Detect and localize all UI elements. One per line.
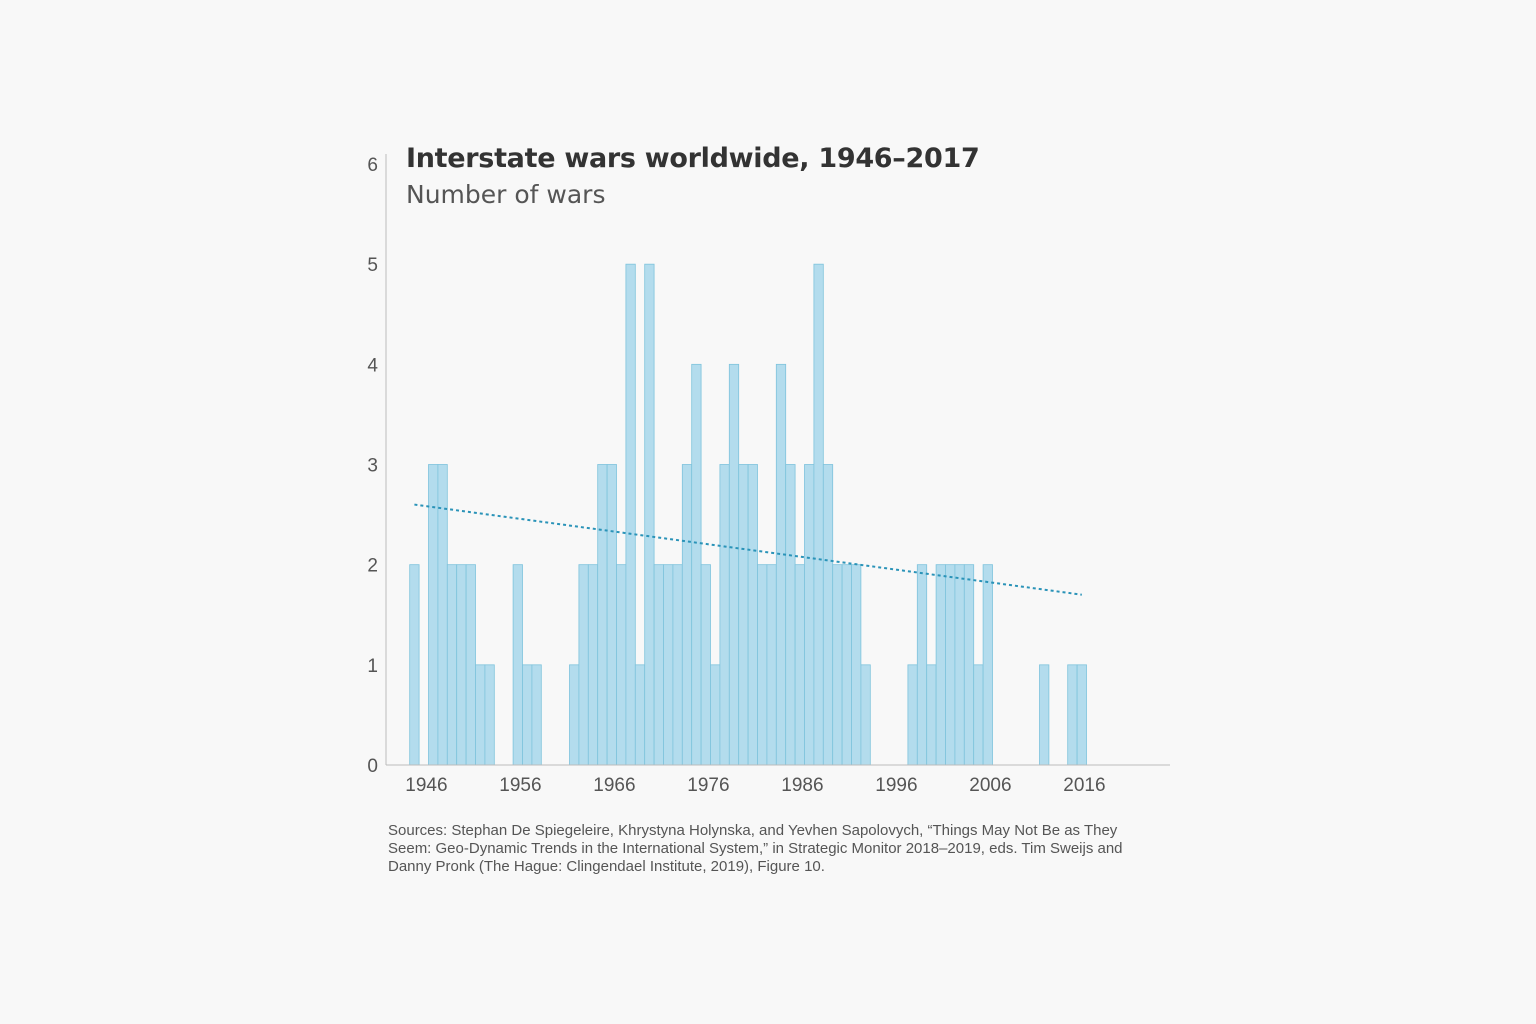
y-tick-label: 3 [367, 456, 378, 477]
axis-layer: 0 1 2 3 4 5 6 1946 1956 1966 1976 1986 1996 2006 2016 [367, 154, 1170, 796]
bar-1964 [578, 564, 589, 766]
x-tick-label: 1986 [781, 775, 823, 796]
x-tick-label: 1946 [405, 775, 447, 796]
bar-1991 [832, 564, 843, 766]
bar-1966 [597, 464, 608, 766]
bar-1983 [757, 564, 768, 766]
x-tick-label: 2006 [969, 775, 1011, 796]
x-tick-label: 1976 [687, 775, 729, 796]
x-tick-label: 1956 [499, 775, 541, 796]
bar-1979 [719, 464, 730, 766]
bar-1973 [663, 564, 674, 766]
y-tick-label: 6 [367, 155, 378, 176]
y-tick-label: 4 [367, 355, 378, 376]
bar-1963 [569, 664, 580, 766]
bar-1954 [484, 664, 495, 766]
bar-1953 [475, 664, 486, 766]
bar-2000 [916, 564, 928, 766]
bar-1986 [785, 464, 796, 766]
bar-1946 [409, 564, 420, 766]
bar-1978 [710, 664, 721, 766]
bar-1985 [775, 363, 787, 766]
source-note: Sources: Stephan De Spiegeleire, Khrysty… [388, 822, 1123, 875]
bar-2013 [1039, 664, 1050, 766]
bar-1990 [822, 464, 834, 766]
bar-1977 [700, 564, 711, 766]
bar-2004 [954, 564, 965, 766]
bar-2016 [1067, 664, 1078, 766]
trend-layer [414, 503, 1082, 596]
bar-1948 [428, 464, 439, 766]
bar-1980 [728, 363, 740, 766]
bar-2002 [935, 564, 946, 766]
bar-1950 [446, 564, 458, 766]
bar-1957 [512, 564, 523, 766]
chart-title: Interstate wars worldwide, 1946–2017 [406, 143, 980, 174]
bar-1952 [465, 564, 476, 766]
bar-1959 [531, 664, 542, 766]
y-tick-label: 1 [367, 656, 378, 677]
bar-1981 [738, 464, 749, 766]
bar-1967 [606, 464, 617, 766]
bar-1976 [691, 363, 702, 766]
bar-1974 [672, 564, 683, 766]
bar-2001 [926, 664, 937, 766]
bar-1972 [653, 564, 664, 766]
bar-1975 [681, 464, 693, 766]
x-tick-label: 1966 [593, 775, 635, 796]
trend-line [414, 503, 1082, 596]
bar-1968 [616, 564, 627, 766]
bar-1970 [634, 664, 646, 766]
bar-2003 [945, 564, 956, 766]
bar-1989 [813, 263, 824, 766]
y-tick-label: 5 [367, 255, 378, 276]
bar-1965 [587, 564, 599, 766]
y-tick-label: 0 [367, 756, 378, 777]
bars-layer [409, 263, 1087, 766]
bar-1951 [456, 564, 467, 766]
bar-2017 [1076, 664, 1087, 766]
bar-2005 [963, 564, 975, 766]
bar-2006 [973, 664, 984, 766]
bar-1969 [625, 263, 636, 766]
bar-1987 [794, 564, 805, 766]
bar-1999 [907, 664, 918, 766]
y-tick-label: 2 [367, 556, 378, 577]
bar-1993 [851, 564, 862, 766]
x-tick-label: 1996 [875, 775, 917, 796]
bar-1984 [766, 564, 777, 766]
bar-1982 [747, 464, 758, 766]
bar-2007 [982, 564, 993, 766]
bar-1988 [804, 464, 815, 766]
bar-1971 [644, 263, 655, 766]
x-tick-label: 2016 [1063, 775, 1105, 796]
bar-1958 [522, 664, 533, 766]
bar-1994 [860, 664, 871, 766]
chart-subtitle: Number of wars [406, 180, 606, 209]
bar-1992 [841, 564, 852, 766]
